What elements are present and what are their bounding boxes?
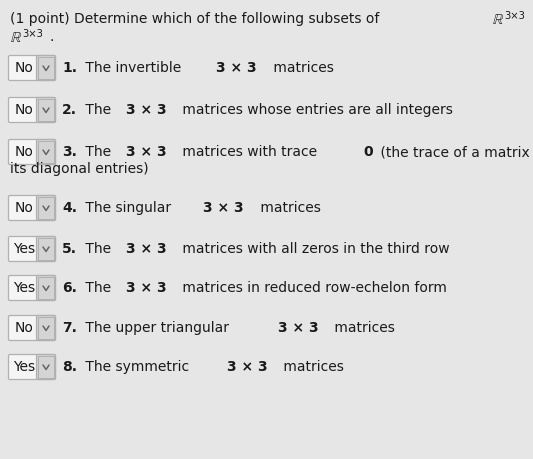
- Text: 3×3: 3×3: [505, 11, 526, 21]
- Text: (the trace of a matrix is the sum of: (the trace of a matrix is the sum of: [376, 145, 533, 159]
- Polygon shape: [38, 99, 54, 121]
- Polygon shape: [38, 197, 54, 219]
- FancyBboxPatch shape: [9, 354, 55, 380]
- Text: 7.: 7.: [62, 321, 77, 335]
- Text: 8.: 8.: [62, 360, 77, 374]
- Text: 3 × 3: 3 × 3: [126, 242, 166, 256]
- FancyBboxPatch shape: [36, 196, 55, 220]
- Text: 3 × 3: 3 × 3: [126, 281, 166, 295]
- Text: matrices whose entries are all integers: matrices whose entries are all integers: [179, 103, 453, 117]
- Text: matrices: matrices: [330, 321, 395, 335]
- Text: 3 × 3: 3 × 3: [216, 61, 257, 75]
- Polygon shape: [38, 277, 54, 299]
- FancyBboxPatch shape: [36, 56, 55, 80]
- Polygon shape: [38, 141, 54, 163]
- Text: 0: 0: [364, 145, 373, 159]
- Polygon shape: [38, 356, 54, 378]
- Text: 3 × 3: 3 × 3: [278, 321, 318, 335]
- Text: its diagonal entries): its diagonal entries): [10, 162, 149, 176]
- Text: The: The: [82, 103, 116, 117]
- Text: The: The: [81, 145, 116, 159]
- Text: No: No: [14, 201, 34, 215]
- FancyBboxPatch shape: [9, 236, 55, 262]
- Text: .: .: [49, 30, 54, 44]
- Text: 4.: 4.: [62, 201, 77, 215]
- Text: matrices: matrices: [279, 360, 344, 374]
- Text: Yes: Yes: [13, 281, 35, 295]
- Text: 3 × 3: 3 × 3: [227, 360, 267, 374]
- Text: 5.: 5.: [62, 242, 77, 256]
- FancyBboxPatch shape: [9, 140, 55, 164]
- Text: The: The: [82, 242, 116, 256]
- Text: 1.: 1.: [62, 61, 77, 75]
- Text: The symmetric: The symmetric: [82, 360, 194, 374]
- Text: matrices: matrices: [256, 201, 320, 215]
- Text: The invertible: The invertible: [82, 61, 186, 75]
- Text: 3.: 3.: [62, 145, 77, 159]
- Text: 3 × 3: 3 × 3: [203, 201, 244, 215]
- Text: Yes: Yes: [13, 360, 35, 374]
- FancyBboxPatch shape: [36, 275, 55, 301]
- Text: No: No: [14, 103, 34, 117]
- Polygon shape: [38, 238, 54, 260]
- Text: 2.: 2.: [62, 103, 77, 117]
- FancyBboxPatch shape: [9, 56, 55, 80]
- Text: 3×3: 3×3: [22, 29, 43, 39]
- Polygon shape: [38, 317, 54, 339]
- Polygon shape: [38, 57, 54, 79]
- Text: are subspaces of: are subspaces of: [531, 12, 533, 26]
- Text: 3 × 3: 3 × 3: [126, 103, 166, 117]
- Text: $\mathbb{R}$: $\mathbb{R}$: [10, 30, 22, 45]
- Text: $\mathbb{R}$: $\mathbb{R}$: [492, 12, 504, 27]
- Text: 3 × 3: 3 × 3: [126, 145, 166, 159]
- FancyBboxPatch shape: [36, 315, 55, 341]
- FancyBboxPatch shape: [9, 275, 55, 301]
- Text: The: The: [81, 281, 116, 295]
- FancyBboxPatch shape: [9, 196, 55, 220]
- Text: Yes: Yes: [13, 242, 35, 256]
- Text: matrices with all zeros in the third row: matrices with all zeros in the third row: [179, 242, 450, 256]
- FancyBboxPatch shape: [36, 97, 55, 123]
- Text: matrices in reduced row-echelon form: matrices in reduced row-echelon form: [178, 281, 447, 295]
- Text: 6.: 6.: [62, 281, 77, 295]
- Text: The upper triangular: The upper triangular: [81, 321, 233, 335]
- Text: No: No: [14, 321, 34, 335]
- Text: matrices with trace: matrices with trace: [178, 145, 321, 159]
- FancyBboxPatch shape: [9, 315, 55, 341]
- FancyBboxPatch shape: [9, 97, 55, 123]
- Text: No: No: [14, 145, 34, 159]
- FancyBboxPatch shape: [36, 236, 55, 262]
- Text: The singular: The singular: [82, 201, 176, 215]
- Text: (1 point) Determine which of the following subsets of: (1 point) Determine which of the followi…: [10, 12, 384, 26]
- FancyBboxPatch shape: [36, 354, 55, 380]
- Text: matrices: matrices: [269, 61, 334, 75]
- Text: No: No: [14, 61, 34, 75]
- FancyBboxPatch shape: [36, 140, 55, 164]
